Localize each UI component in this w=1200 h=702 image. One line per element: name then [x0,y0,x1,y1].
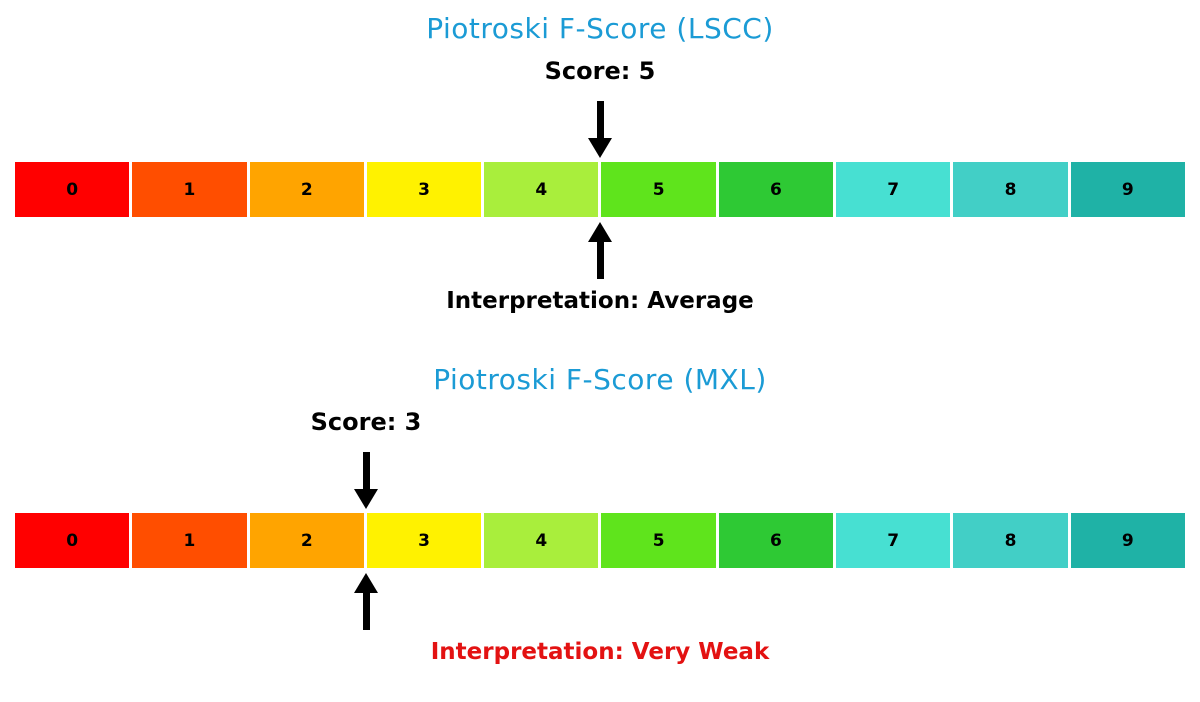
segment-label: 6 [770,179,782,200]
segment-label: 8 [1004,179,1017,200]
scale-segment-8: 8 [953,513,1071,568]
chart-mxl: Piotroski F-Score (MXL) Score: 3 0 1 2 3 4 5 6… [0,351,1200,702]
interpretation-label: Interpretation: Average [446,288,754,314]
scale-segment-1: 1 [132,513,250,568]
scale-segment-1: 1 [132,162,250,217]
scale-segment-6: 6 [718,513,837,568]
arrow-head [354,489,378,509]
scale-segment-9: 9 [1070,162,1185,217]
segment-label: 1 [183,530,196,551]
arrow-head [354,573,378,593]
fscore-scale-bar: 0 1 2 3 4 5 6 7 8 9 [15,162,1185,217]
scale-segment-6: 6 [718,162,837,217]
fscore-scale-bar: 0 1 2 3 4 5 6 7 8 9 [15,513,1185,568]
arrow-head [588,138,612,158]
segment-label: 9 [1121,179,1134,200]
scale-segment-5: 5 [601,162,719,217]
chart-title: Piotroski F-Score (LSCC) [426,12,774,45]
scale-segment-7: 7 [836,513,954,568]
segment-label: 5 [652,179,665,200]
chart-title: Piotroski F-Score (MXL) [433,363,767,396]
arrow-shaft [596,101,604,138]
segment-label: 8 [1004,530,1017,551]
score-arrow-down-icon [588,101,612,158]
scale-segment-0: 0 [15,162,133,217]
segment-label: 6 [770,530,782,551]
score-label: Score: 3 [310,408,422,436]
scale-segment-0: 0 [15,513,133,568]
interpretation-label: Interpretation: Very Weak [430,639,770,665]
scale-segment-2: 2 [249,513,367,568]
segment-label: 7 [887,530,900,551]
segment-label: 4 [535,179,548,200]
chart-lscc: Piotroski F-Score (LSCC) Score: 5 0 1 2 3 4 5… [15,12,1185,314]
score-arrow-up-icon [588,222,612,279]
scale-segment-8: 8 [953,162,1071,217]
segment-label: 4 [535,530,548,551]
scale-segment-3: 3 [366,162,485,217]
segment-label: 0 [66,179,79,200]
scale-segment-3: 3 [366,513,485,568]
score-arrow-up-icon [354,573,378,630]
segment-label: 0 [66,530,79,551]
segment-label: 9 [1121,530,1134,551]
arrow-head [588,222,612,242]
segment-label: 3 [418,179,430,200]
arrow-shaft [362,452,370,489]
scale-segment-5: 5 [601,513,719,568]
arrow-shaft [596,242,604,279]
segment-label: 5 [652,530,665,551]
scale-segment-4: 4 [484,162,602,217]
scale-segment-7: 7 [836,162,954,217]
scale-segment-2: 2 [249,162,367,217]
segment-label: 7 [887,179,900,200]
score-arrow-down-icon [354,452,378,509]
segment-label: 2 [300,530,313,551]
arrow-shaft [362,593,370,630]
segment-label: 3 [418,530,430,551]
scale-segment-9: 9 [1070,513,1185,568]
segment-label: 2 [300,179,313,200]
score-label: Score: 5 [544,57,656,85]
segment-label: 1 [183,179,196,200]
scale-segment-4: 4 [484,513,602,568]
